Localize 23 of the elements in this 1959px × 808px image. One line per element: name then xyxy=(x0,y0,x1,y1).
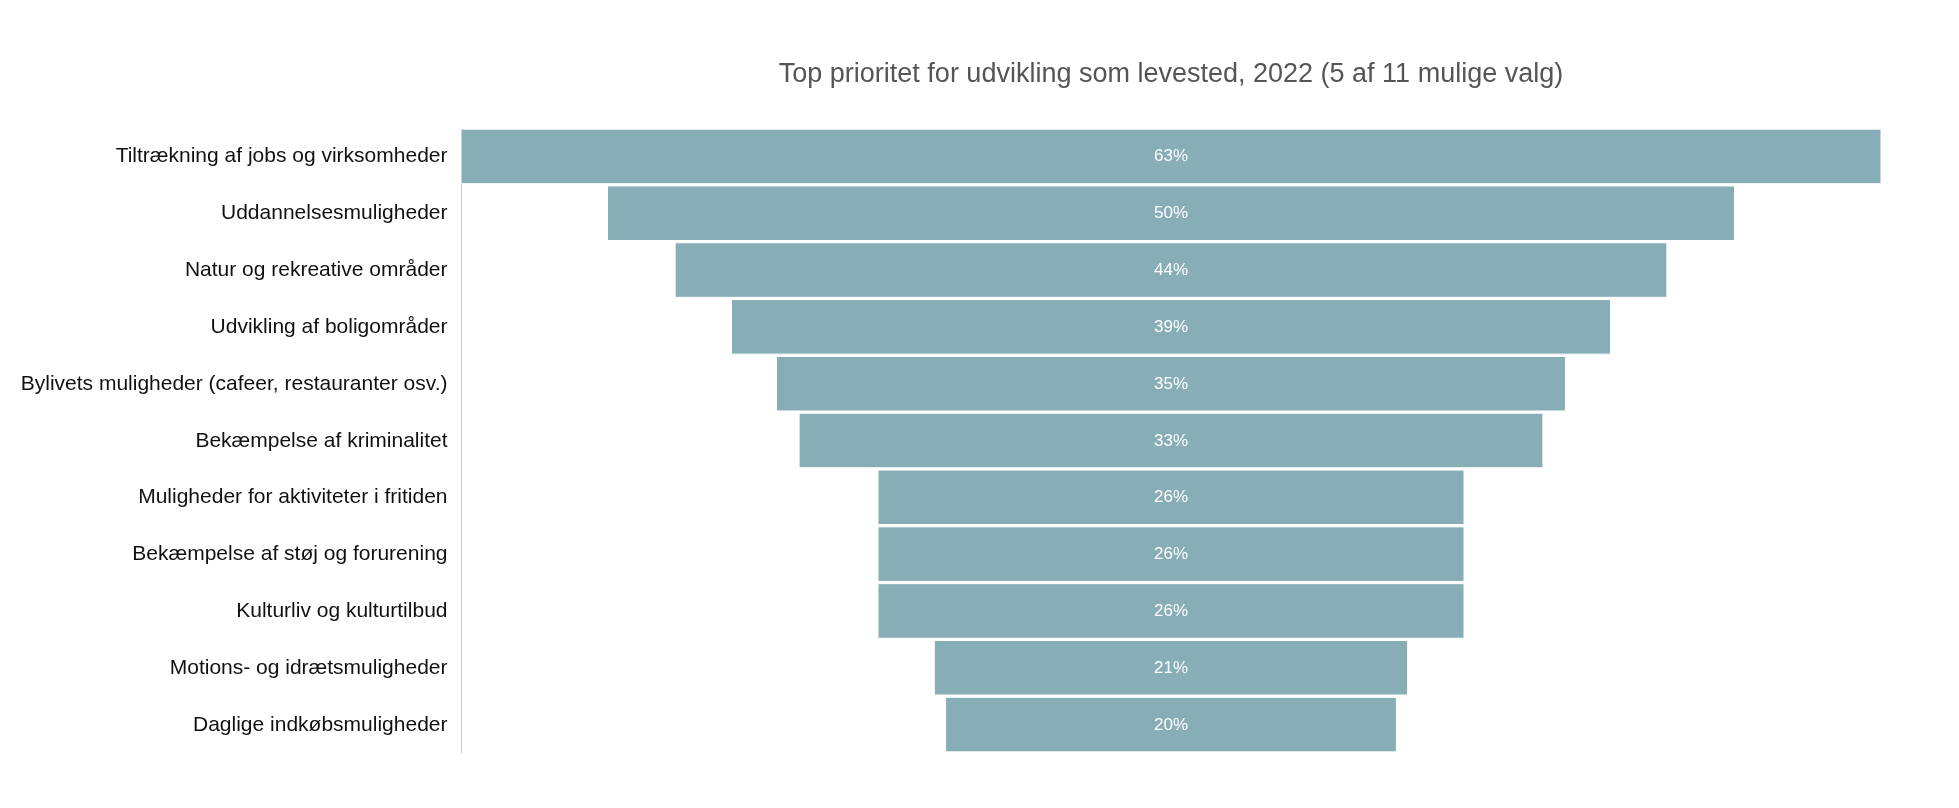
category-label: Bekæmpelse af støj og forurening xyxy=(132,541,448,565)
data-label: 44% xyxy=(1153,260,1189,280)
data-label: 63% xyxy=(1153,146,1189,166)
category-label: Udvikling af boligområder xyxy=(210,313,448,337)
data-label: 20% xyxy=(1153,714,1189,734)
data-label: 50% xyxy=(1153,203,1189,223)
data-label: 35% xyxy=(1153,373,1189,393)
category-label: Uddannelsesmuligheder xyxy=(221,200,448,224)
category-label: Kulturliv og kulturtilbud xyxy=(236,597,448,621)
text: Top prioritet for udvikling som levested, 2022 (5 af 11 mulige valg) xyxy=(778,58,1564,88)
data-label: 21% xyxy=(1153,657,1189,677)
category-label: Tiltrækning af jobs og virksomheder xyxy=(115,143,448,167)
data-label: 26% xyxy=(1153,544,1189,564)
category-label: Muligheder for aktiviteter i fritiden xyxy=(138,484,448,508)
category-label: Motions- og idrætsmuligheder xyxy=(169,654,448,678)
data-label: 33% xyxy=(1153,430,1189,450)
category-label: Bylivets muligheder (cafeer, restauranter osv.) xyxy=(20,370,448,394)
data-label: 26% xyxy=(1153,600,1189,620)
data-label: 39% xyxy=(1153,316,1189,336)
category-label: Natur og rekreative områder xyxy=(184,257,448,281)
category-label: Daglige indkøbsmuligheder xyxy=(193,711,448,735)
data-label: 26% xyxy=(1153,487,1189,507)
category-label: Bekæmpelse af kriminalitet xyxy=(195,427,448,451)
